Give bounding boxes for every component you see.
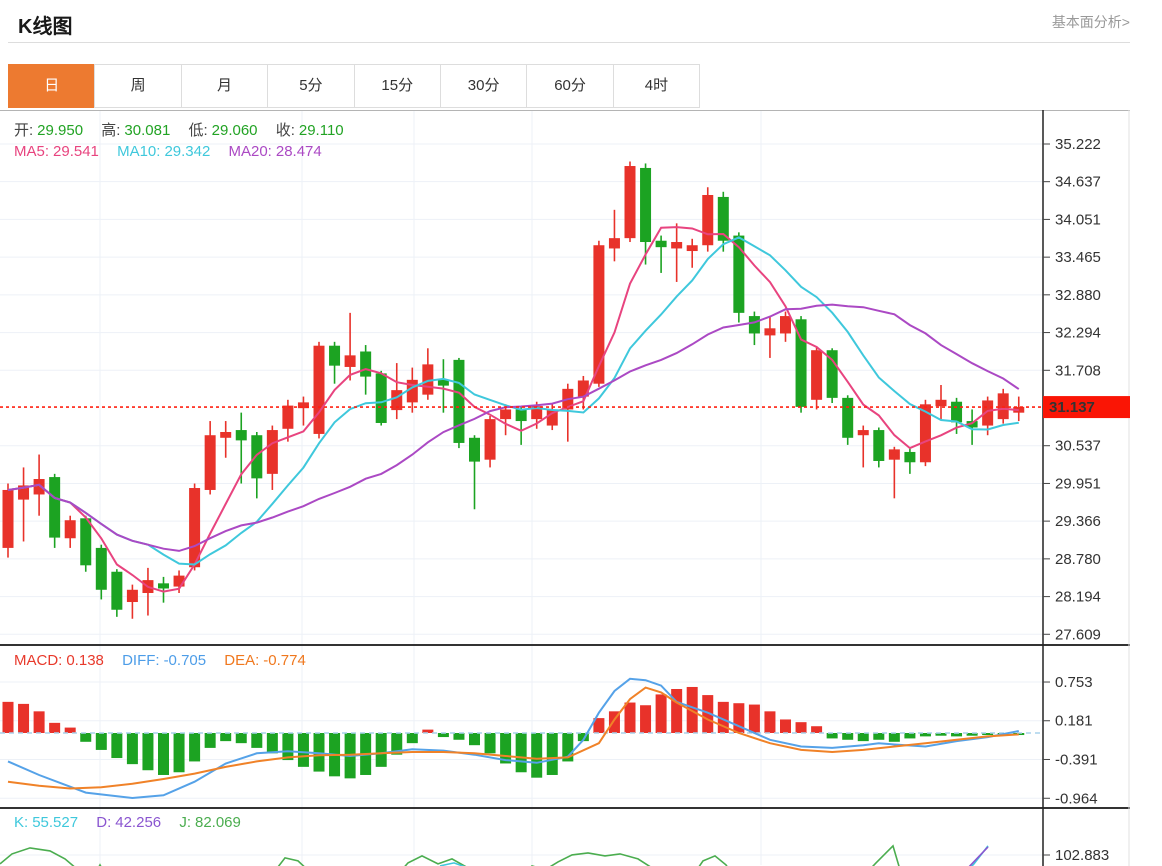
svg-text:0.753: 0.753: [1055, 674, 1093, 691]
ma5-line: [7, 226, 1019, 593]
svg-text:27.609: 27.609: [1055, 626, 1101, 643]
svg-text:34.637: 34.637: [1055, 174, 1101, 191]
svg-text:29.951: 29.951: [1055, 475, 1101, 492]
svg-text:28.780: 28.780: [1055, 551, 1101, 568]
svg-text:30.537: 30.537: [1055, 438, 1101, 455]
svg-text:-0.391: -0.391: [1055, 751, 1098, 768]
svg-text:29.366: 29.366: [1055, 513, 1101, 530]
svg-text:0.181: 0.181: [1055, 713, 1093, 730]
interval-tabs: 日周月 5分 15分 30分 60分 4时: [8, 64, 701, 108]
svg-text:35.222: 35.222: [1055, 136, 1101, 153]
svg-text:33.465: 33.465: [1055, 249, 1101, 266]
svg-text:32.880: 32.880: [1055, 287, 1101, 304]
header-divider: [8, 42, 1130, 43]
svg-text:31.708: 31.708: [1055, 362, 1101, 379]
tab-5分[interactable]: 5分: [267, 64, 355, 108]
svg-text:32.294: 32.294: [1055, 325, 1101, 342]
svg-text:-0.964: -0.964: [1055, 790, 1098, 807]
fundamental-analysis-link[interactable]: 基本面分析>: [1051, 14, 1130, 30]
tab-4时[interactable]: 4时: [612, 64, 701, 108]
y-axis-labels: 35.222 34.637 34.051 33.465 32.880 32.294 31.7…: [1043, 136, 1109, 864]
ma10-line: [7, 236, 1019, 566]
svg-text:102.883: 102.883: [1055, 847, 1109, 864]
ma20-line: [7, 303, 1020, 552]
kdj-panel: [0, 844, 989, 866]
tab-15分[interactable]: 15分: [353, 64, 441, 108]
svg-text:28.194: 28.194: [1055, 589, 1101, 606]
tab-30分[interactable]: 30分: [439, 64, 528, 108]
svg-text:34.051: 34.051: [1055, 211, 1101, 228]
svg-text:31.137: 31.137: [1049, 399, 1095, 416]
tab-周[interactable]: 周: [94, 64, 182, 108]
tab-日[interactable]: 日: [8, 64, 96, 108]
kline-chart-canvas[interactable]: 35.222 34.637 34.051 33.465 32.880 32.294 31.7…: [0, 110, 1130, 866]
tab-60分[interactable]: 60分: [526, 64, 614, 108]
diff-line: [7, 677, 1019, 800]
candles-layer: [2, 161, 1025, 619]
current-price-badge: 31.137: [1043, 396, 1130, 419]
macd-panel: [0, 677, 1040, 800]
gridlines: [0, 111, 1043, 865]
page-title: K线图: [18, 16, 73, 38]
dea-line: [7, 686, 1019, 790]
tab-月[interactable]: 月: [180, 64, 269, 108]
